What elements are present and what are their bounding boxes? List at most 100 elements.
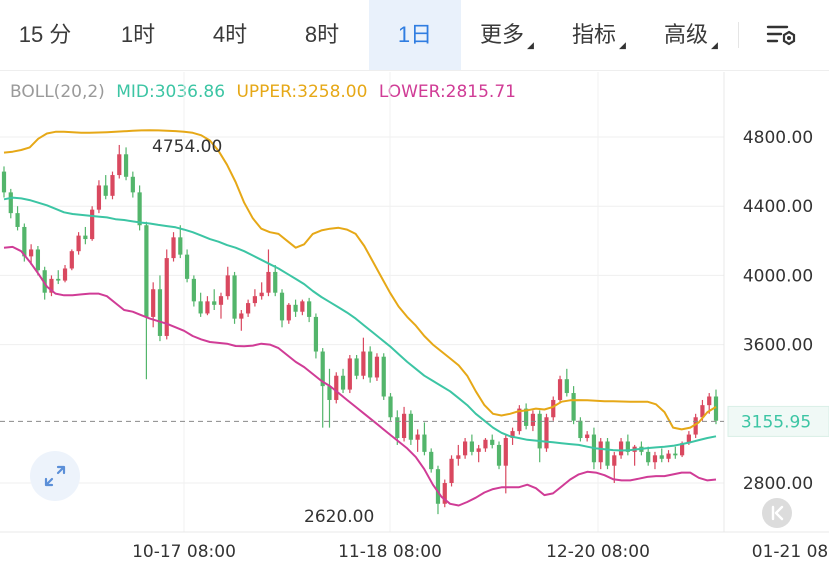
candle-body <box>62 268 68 281</box>
current-price-label: 3155.95 <box>741 412 811 432</box>
candle-body <box>686 434 691 444</box>
boll-upper-line <box>3 129 717 431</box>
candle-body <box>232 275 237 319</box>
y-tick-label: 4800.00 <box>743 128 813 148</box>
tab-indicators[interactable]: 指标 ◢ <box>572 22 626 50</box>
tab-1d[interactable]: 1日 <box>369 0 461 70</box>
tab-15m[interactable]: 15 分 <box>18 22 72 47</box>
candle-body <box>429 451 434 470</box>
y-tick-label: 3600.00 <box>743 336 813 356</box>
candle-body <box>56 278 61 281</box>
candle-body <box>449 458 454 483</box>
candle-body <box>293 304 298 312</box>
candle-body <box>96 185 102 210</box>
candle-body <box>144 225 149 317</box>
scroll-to-latest-button[interactable] <box>762 498 792 528</box>
candle-body <box>544 417 549 449</box>
y-tick-label: 2800.00 <box>743 474 813 494</box>
candle-body <box>510 431 515 439</box>
candle-body <box>517 408 522 432</box>
candle-body <box>422 434 427 452</box>
candle-body <box>225 275 230 297</box>
candle-body <box>374 356 380 378</box>
candle-body <box>252 296 257 304</box>
candle-body <box>368 351 373 378</box>
candle-body <box>469 441 474 452</box>
candle-body <box>401 413 407 439</box>
candle-body <box>137 192 142 226</box>
candle-body <box>178 237 183 255</box>
candle-body <box>395 417 400 439</box>
candle-body <box>69 251 74 269</box>
candle-body <box>286 304 291 321</box>
candle-body <box>83 235 88 240</box>
candle-body <box>300 301 305 312</box>
candle-body <box>347 358 352 390</box>
boll-mid-line <box>3 196 717 452</box>
candle-body <box>1 171 7 193</box>
candle-body <box>551 399 556 418</box>
y-tick-label: 4400.00 <box>743 197 813 217</box>
candle-body <box>90 209 95 240</box>
candle-body <box>117 154 122 176</box>
candle-body <box>557 379 563 400</box>
boll-lower-line <box>3 245 717 507</box>
tab-advanced[interactable]: 高级 ◢ <box>664 22 718 50</box>
candle-body <box>191 278 196 302</box>
candle-body <box>496 444 502 466</box>
high-annotation: 4754.00 <box>152 137 222 157</box>
candle-body <box>239 313 244 319</box>
y-tick-label: 4000.00 <box>743 266 813 286</box>
caret-down-icon: ◢ <box>619 40 626 50</box>
x-tick-label: 11-18 08:00 <box>338 542 442 562</box>
chart-settings-button[interactable] <box>765 22 799 50</box>
candle-body <box>673 453 678 456</box>
chart-settings-icon <box>766 25 796 46</box>
candle-body <box>218 296 224 305</box>
tab-1h[interactable]: 1时 <box>120 22 156 47</box>
candle-body <box>564 379 569 394</box>
candle-body <box>537 413 542 449</box>
candle-body <box>652 455 658 463</box>
candle-body <box>700 405 705 418</box>
candle-body <box>503 438 508 466</box>
candle-body <box>110 175 115 196</box>
boll-mid-value: MID:3036.86 <box>116 82 226 102</box>
candle-body <box>476 448 481 452</box>
candle-body <box>483 439 488 449</box>
candle-body <box>463 441 468 456</box>
candle-body <box>103 185 108 196</box>
candle-body <box>605 441 610 466</box>
candle-body <box>313 316 319 352</box>
candle-body <box>22 226 27 257</box>
candle-body <box>408 413 413 440</box>
candle-body <box>442 483 447 504</box>
tab-8h[interactable]: 8时 <box>304 22 340 47</box>
candle-body <box>666 453 671 459</box>
candle-body <box>334 375 339 400</box>
candle-body <box>585 434 590 439</box>
fullscreen-button[interactable] <box>30 451 80 501</box>
candle-body <box>415 434 420 440</box>
candle-body <box>524 408 529 426</box>
candle-body <box>340 375 346 390</box>
candle-body <box>157 289 163 336</box>
boll-name: BOLL(20,2) <box>10 82 105 102</box>
candle-body <box>164 258 169 336</box>
x-tick-label: 01-21 08 <box>752 542 828 562</box>
candle-body <box>212 301 217 305</box>
tab-4h[interactable]: 4时 <box>212 22 248 47</box>
expand-icon <box>44 465 66 487</box>
candle-body <box>693 417 698 435</box>
candle-body <box>273 271 278 293</box>
boll-lower-value: LOWER:2815.71 <box>378 82 516 102</box>
candle-body <box>388 396 393 418</box>
candle-body <box>307 301 312 317</box>
candle-body <box>123 154 129 177</box>
toolbar-divider <box>738 22 739 48</box>
candle-body <box>625 441 630 452</box>
tab-more[interactable]: 更多 ◢ <box>480 22 534 50</box>
candle-body <box>456 455 461 459</box>
candle-body <box>198 301 203 314</box>
